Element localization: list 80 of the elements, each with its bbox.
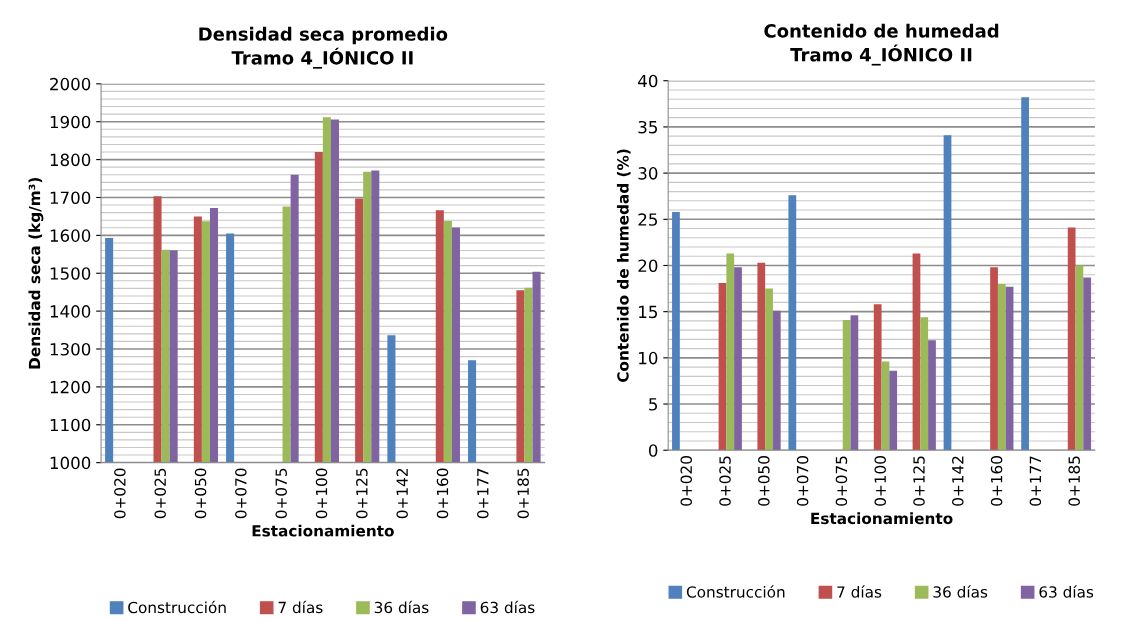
x-axis-title: Estacionamiento — [811, 512, 953, 525]
bar — [943, 135, 952, 451]
x-tick-label: 0+020 — [680, 456, 693, 506]
bar — [1083, 277, 1092, 451]
x-tick-label: 0+025 — [719, 456, 731, 506]
y-tick-label: 20 — [638, 259, 658, 273]
x-tick-label: 0+125 — [913, 456, 925, 506]
legend-label: 7 días — [278, 600, 323, 614]
y-tick-label: 2000 — [50, 77, 91, 91]
x-tick-label: 0+075 — [275, 468, 287, 519]
x-tick-label: 0+050 — [758, 456, 770, 506]
x-tick-label: 0+070 — [235, 468, 247, 519]
x-tick-label: 0+185 — [1068, 456, 1080, 506]
legend-label: 63 días — [480, 600, 535, 614]
y-axis-title: Contenido de humedad (%) — [616, 149, 631, 382]
y-tick-label: 10 — [639, 351, 658, 365]
y-tick-label: 0 — [648, 444, 658, 457]
legend-label: Construcción — [686, 585, 785, 598]
x-tick-label: 0+075 — [835, 456, 848, 506]
y-tick-label: 1000 — [50, 456, 91, 470]
y-tick-label: 15 — [639, 305, 658, 319]
legend-label: 7 días — [837, 585, 882, 598]
y-tick-label: 1600 — [50, 229, 91, 242]
bar — [734, 267, 742, 451]
legend-label: 36 días — [374, 600, 429, 614]
y-tick-label: 25 — [638, 213, 658, 226]
y-tick-label: 5 — [649, 398, 658, 411]
y-tick-label: 1200 — [50, 380, 91, 394]
bar — [765, 288, 773, 451]
bar — [772, 310, 781, 451]
legend-label: 63 días — [1039, 585, 1094, 598]
x-tick-label: 0+050 — [194, 468, 207, 519]
y-axis-title: Densidad seca (kg/m³) — [28, 177, 44, 369]
bar — [842, 319, 851, 451]
bar — [718, 283, 727, 451]
bar — [726, 253, 735, 451]
bar — [788, 195, 797, 451]
x-tick-label: 0+142 — [396, 469, 408, 519]
x-tick-label: 0+100 — [874, 456, 886, 506]
y-tick-label: 1700 — [50, 191, 91, 205]
bar — [672, 211, 680, 451]
bar — [757, 262, 766, 451]
y-tick-label: 35 — [638, 120, 658, 134]
x-tick-label: 0+160 — [990, 456, 1003, 506]
x-tick-label: 0+177 — [477, 468, 489, 519]
bar — [928, 340, 936, 451]
x-tick-label: 0+020 — [114, 468, 126, 519]
bar — [1075, 265, 1084, 451]
bar — [920, 317, 929, 451]
bar — [1067, 227, 1076, 451]
bar — [1021, 97, 1029, 451]
x-tick-label: 0+185 — [517, 468, 529, 519]
y-tick-label: 1500 — [50, 267, 91, 280]
x-axis-title: Estacionamiento — [252, 524, 394, 537]
x-tick-label: 0+125 — [356, 468, 368, 519]
legend-label: 36 días — [933, 585, 988, 598]
bar — [889, 370, 898, 451]
chart-title: Densidad seca promedio Tramo 4_IÓNICO II — [199, 26, 448, 69]
y-tick-label: 1100 — [50, 418, 91, 432]
legend-label: Construcción — [128, 600, 226, 614]
x-tick-label: 0+142 — [952, 456, 964, 506]
x-tick-label: 0+177 — [1029, 456, 1042, 506]
bar — [873, 304, 882, 451]
bar — [997, 283, 1006, 451]
x-tick-label: 0+160 — [436, 468, 449, 519]
y-tick-label: 40 — [638, 74, 658, 88]
bar — [1005, 286, 1014, 451]
x-tick-label: 0+025 — [154, 468, 166, 519]
x-tick-label: 0+070 — [796, 456, 809, 506]
x-tick-label: 0+100 — [315, 468, 328, 519]
bar — [850, 315, 859, 451]
y-tick-label: 1900 — [50, 115, 91, 129]
chart-title: Contenido de humedad Tramo 4_IÓNICO II — [764, 23, 999, 66]
bar — [881, 361, 890, 451]
bar — [912, 253, 921, 451]
y-tick-label: 1300 — [50, 342, 91, 356]
bar — [990, 267, 998, 451]
y-tick-label: 1400 — [50, 305, 91, 318]
y-tick-label: 30 — [638, 167, 658, 180]
y-tick-label: 1800 — [50, 153, 91, 167]
